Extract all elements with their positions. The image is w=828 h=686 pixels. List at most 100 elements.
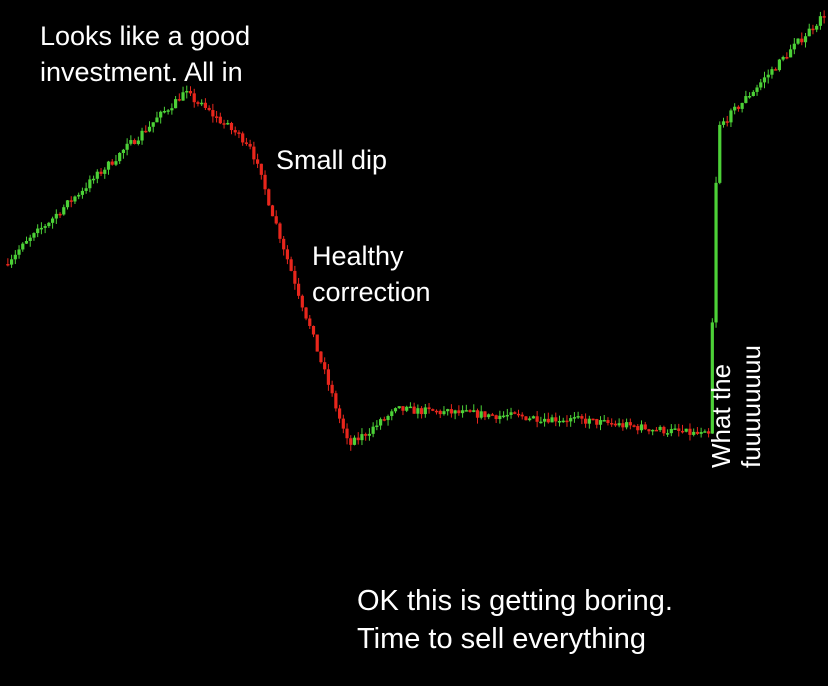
candle-down [736, 106, 741, 109]
candle-down [583, 418, 588, 424]
candle-up [807, 28, 811, 37]
candle-up [106, 161, 111, 170]
candle-up [47, 222, 51, 227]
candle-down [401, 406, 405, 411]
candle-up [77, 194, 81, 197]
candle-up [815, 25, 819, 30]
candle-down [229, 122, 234, 131]
candle-up [796, 38, 800, 44]
candle-down [811, 28, 815, 31]
candle-down [270, 205, 275, 217]
candle-down [69, 200, 73, 202]
candle-up [669, 428, 673, 434]
candle-up [528, 418, 532, 421]
candle-up [170, 108, 174, 111]
candle-down [513, 412, 517, 414]
candle-down [244, 142, 249, 144]
annotation-spike: What the fuuuuuuuu [706, 345, 766, 468]
candle-up [50, 218, 55, 223]
candle-up [651, 429, 655, 432]
candle-up [788, 49, 793, 58]
candle-up [710, 322, 714, 434]
candle-down [419, 408, 424, 415]
candle-up [453, 410, 457, 414]
candle-up [777, 59, 782, 71]
candle-down [345, 428, 349, 439]
candle-down [800, 38, 804, 43]
candle-down [252, 146, 256, 160]
candle-down [725, 121, 729, 123]
candle-down [610, 423, 614, 425]
candle-down [632, 425, 636, 427]
candle-up [479, 411, 483, 418]
candle-up [639, 424, 644, 431]
candle-up [95, 171, 99, 179]
candle-up [602, 420, 606, 422]
candle-down [516, 413, 521, 416]
candle-up [39, 227, 44, 230]
candle-up [624, 422, 629, 428]
candle-up [770, 69, 774, 75]
candle-up [501, 415, 506, 418]
candle-down [192, 93, 196, 103]
candle-up [405, 406, 409, 411]
candle-up [576, 416, 580, 418]
candle-down [341, 418, 345, 429]
candle-up [416, 408, 420, 414]
candle-down [636, 426, 640, 431]
candle-up [714, 182, 718, 323]
candle-up [759, 82, 763, 88]
candle-down [412, 406, 416, 414]
candle-up [114, 161, 118, 165]
candle-up [408, 406, 413, 409]
candle-up [24, 240, 29, 244]
candle-down [434, 410, 439, 413]
candle-up [699, 432, 703, 434]
candle-up [539, 421, 543, 424]
candle-up [13, 254, 17, 260]
candle-down [304, 307, 308, 319]
candle-up [587, 418, 591, 424]
candle-down [613, 423, 618, 426]
candle-up [73, 196, 77, 202]
candle-down [289, 259, 293, 271]
candle-up [721, 121, 726, 125]
candle-up [352, 437, 357, 445]
candle-up [531, 416, 536, 419]
candle-down [546, 418, 550, 423]
candle-down [591, 418, 595, 421]
candle-up [509, 412, 513, 415]
candle-up [692, 431, 696, 435]
candle-up [28, 237, 32, 241]
candle-down [311, 325, 316, 335]
candle-up [747, 96, 752, 98]
candle-down [490, 414, 495, 416]
candle-down [110, 161, 114, 165]
candle-up [561, 420, 565, 423]
candle-down [315, 334, 319, 352]
candle-down [364, 434, 368, 436]
candle-down [196, 102, 200, 104]
candle-down [822, 16, 826, 18]
candle-down [177, 99, 181, 101]
candle-down [248, 143, 252, 147]
candle-up [766, 74, 770, 78]
candle-down [647, 429, 651, 432]
candle-down [211, 110, 215, 117]
candle-down [218, 116, 222, 124]
candle-down [144, 130, 148, 133]
candle-up [572, 417, 577, 419]
candle-down [580, 416, 584, 419]
candle-up [181, 92, 185, 101]
candle-down [323, 362, 327, 370]
candle-down [282, 238, 286, 250]
candle-down [300, 295, 304, 308]
candle-up [617, 423, 621, 426]
candle-down [349, 438, 353, 445]
candle-up [129, 140, 133, 144]
candle-up [684, 428, 688, 432]
candle-up [386, 416, 390, 421]
candle-down [222, 123, 226, 125]
candle-down [431, 409, 435, 411]
